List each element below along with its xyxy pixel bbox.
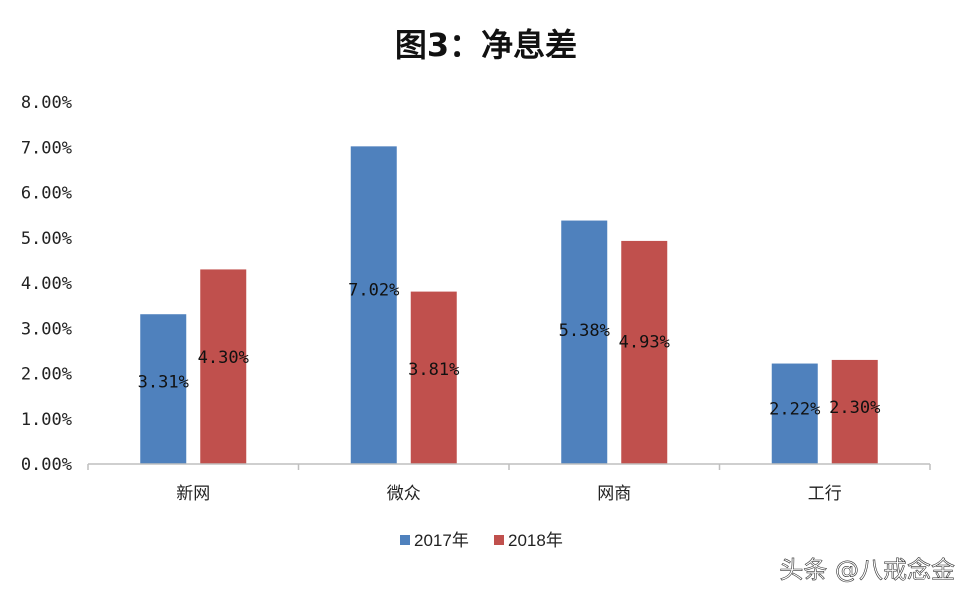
data-label: 3.81% xyxy=(408,360,459,380)
data-label: 7.02% xyxy=(348,280,399,300)
y-tick-label: 1.00% xyxy=(21,410,72,430)
y-axis: 0.00% 1.00% 2.00% 3.00% 4.00% 5.00% 6.00% 7.00%… xyxy=(21,93,72,475)
data-label: 4.30% xyxy=(198,348,249,368)
legend: 2017年 2018年 xyxy=(400,531,563,550)
y-tick-label: 7.00% xyxy=(21,138,72,158)
data-label: 2.30% xyxy=(829,398,880,418)
data-label: 4.93% xyxy=(619,332,670,352)
chart-title: 图3：净息差 xyxy=(395,26,577,64)
y-tick-label: 0.00% xyxy=(21,455,72,475)
legend-label: 2018年 xyxy=(508,531,563,550)
x-tick-label: 工行 xyxy=(808,484,842,504)
data-label: 2.22% xyxy=(769,400,820,420)
watermark: 头条 @八戒念金 xyxy=(779,556,955,584)
legend-label: 2017年 xyxy=(414,531,469,550)
y-tick-label: 8.00% xyxy=(21,93,72,113)
bar-series1 xyxy=(140,314,187,464)
x-tick-label: 新网 xyxy=(176,484,210,504)
x-tick-label: 网商 xyxy=(597,484,631,504)
bar-series2 xyxy=(200,269,247,464)
bar-series1 xyxy=(561,220,608,464)
legend-swatch xyxy=(494,535,504,545)
y-tick-label: 2.00% xyxy=(21,365,72,385)
data-label: 5.38% xyxy=(559,321,610,341)
bar-series2 xyxy=(410,291,457,464)
bar-groups: 3.31% 4.30% 7.02% 3.81% 5.38% 4.93% 2.22% 2.30% xyxy=(138,146,880,464)
x-tick-label: 微众 xyxy=(387,484,421,504)
x-axis: 新网 微众 网商 工行 xyxy=(87,463,931,504)
bar-series2 xyxy=(831,359,878,464)
bar-series1 xyxy=(771,363,818,464)
legend-swatch xyxy=(400,535,410,545)
y-tick-label: 5.00% xyxy=(21,229,72,249)
bar-series2 xyxy=(621,240,668,464)
y-tick-label: 6.00% xyxy=(21,184,72,204)
data-label: 3.31% xyxy=(138,373,189,393)
y-tick-label: 3.00% xyxy=(21,319,72,339)
y-tick-label: 4.00% xyxy=(21,274,72,294)
bar-series1 xyxy=(350,146,397,464)
